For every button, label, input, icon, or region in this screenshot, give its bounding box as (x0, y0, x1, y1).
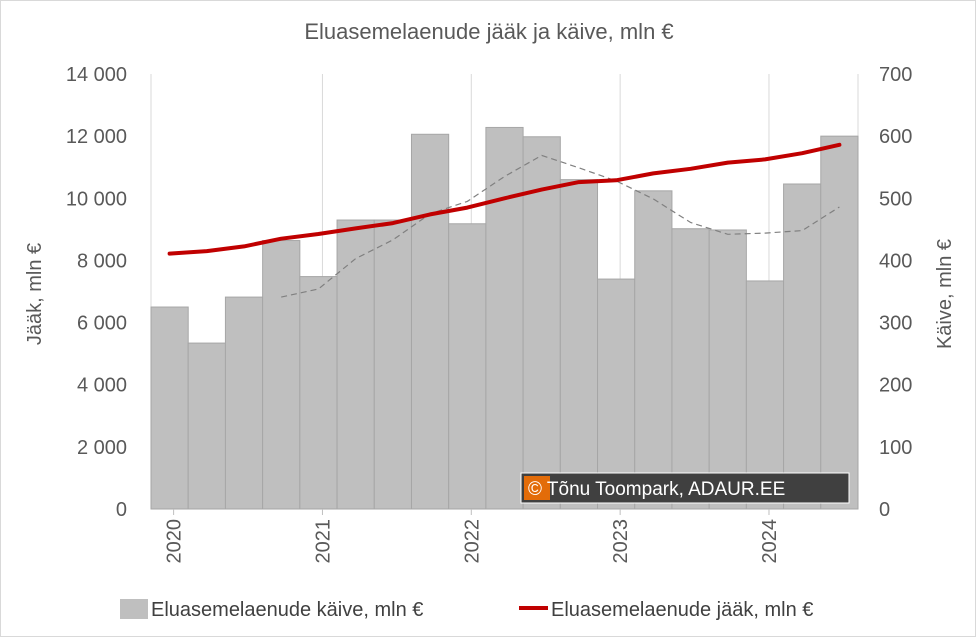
bar (448, 223, 487, 510)
left-tick-label: 14 000 (66, 64, 127, 86)
bar (485, 126, 524, 510)
bar (820, 135, 859, 510)
left-tick-label: 6 000 (77, 313, 127, 335)
bar (150, 306, 189, 510)
chart-title: Eluasemelaenude jääk ja käive, mln € (304, 19, 673, 44)
right-axis-ticks: 0 100 200 300 400 500 600 700 (879, 64, 912, 521)
left-tick-label: 2 000 (77, 437, 127, 459)
x-tick-label: 2022 (461, 519, 483, 564)
bar (522, 136, 561, 510)
x-axis-ticks: 2020 2021 2022 2023 2024 (164, 509, 781, 564)
x-tick-label: 2020 (164, 519, 186, 564)
legend: Eluasemelaenude käive, mln € Eluasemelae… (120, 599, 813, 621)
x-tick-label: 2024 (759, 519, 781, 564)
right-tick-label: 700 (879, 64, 912, 86)
right-tick-label: 0 (879, 499, 890, 521)
line-series (167, 142, 842, 256)
left-tick-label: 8 000 (77, 250, 127, 272)
right-tick-label: 600 (879, 126, 912, 148)
balance-line (167, 142, 842, 256)
bar (634, 190, 673, 510)
right-tick-label: 300 (879, 313, 912, 335)
bar (559, 179, 599, 510)
watermark: © Tõnu Toompark, ADAUR.EE (520, 472, 850, 504)
watermark-text: © Tõnu Toompark, ADAUR.EE (528, 479, 785, 500)
bar (745, 280, 785, 510)
legend-swatch-bar (120, 599, 148, 619)
bar (708, 229, 747, 510)
bar-series (150, 126, 859, 510)
bar (187, 342, 226, 510)
bar (671, 228, 710, 510)
left-tick-label: 0 (116, 499, 127, 521)
bar (410, 133, 450, 510)
right-tick-label: 200 (879, 375, 912, 397)
right-tick-label: 400 (879, 250, 912, 272)
bar (262, 240, 301, 510)
dashed-line (281, 154, 840, 298)
bar (299, 276, 338, 510)
dashed-series (281, 154, 840, 298)
legend-label-line: Eluasemelaenude jääk, mln € (551, 599, 813, 621)
bar (373, 219, 412, 510)
left-tick-label: 4 000 (77, 375, 127, 397)
bar (597, 278, 636, 510)
legend-label-bar: Eluasemelaenude käive, mln € (151, 599, 423, 621)
left-tick-label: 12 000 (66, 126, 127, 148)
right-axis-title: Käive, mln € (934, 239, 956, 349)
bar (336, 219, 375, 510)
left-axis-ticks: 0 2 000 4 000 6 000 8 000 10 000 12 000 14 000 (66, 64, 127, 521)
left-axis-title: Jääk, mln € (24, 243, 46, 345)
right-tick-label: 100 (879, 437, 912, 459)
bar (783, 183, 822, 510)
left-tick-label: 10 000 (66, 188, 127, 210)
x-tick-label: 2023 (610, 519, 632, 564)
right-tick-label: 500 (879, 188, 912, 210)
x-tick-label: 2021 (312, 519, 334, 564)
bar (224, 296, 264, 510)
